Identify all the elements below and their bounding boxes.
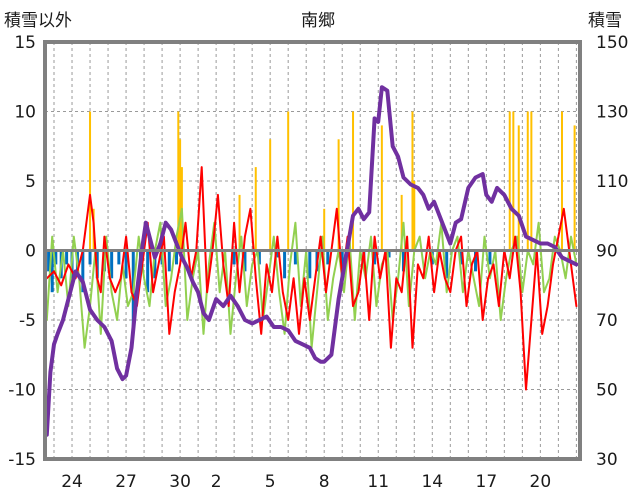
orange-bar bbox=[238, 194, 241, 251]
blue-bar bbox=[401, 250, 405, 272]
orange-bar bbox=[287, 111, 290, 251]
orange-bar bbox=[530, 111, 533, 251]
right-tick-label: 150 bbox=[596, 33, 628, 53]
blue-bar bbox=[474, 250, 478, 272]
left-tick-label: 0 bbox=[25, 242, 36, 262]
blue-bar bbox=[387, 250, 391, 258]
right-tick-label: 50 bbox=[596, 381, 618, 401]
x-tick-label: 8 bbox=[319, 472, 330, 492]
x-tick-label: 2 bbox=[211, 472, 222, 492]
left-tick-label: -15 bbox=[8, 450, 36, 470]
right-tick-label: 130 bbox=[596, 103, 628, 123]
orange-bar bbox=[560, 111, 563, 251]
right-axis-title: 積雪 bbox=[588, 11, 622, 31]
blue-bar bbox=[110, 250, 114, 279]
orange-bar bbox=[89, 111, 92, 251]
orange-bar bbox=[179, 139, 182, 251]
x-tick-label: 5 bbox=[265, 472, 276, 492]
blue-bar bbox=[275, 250, 279, 258]
x-tick-label: 30 bbox=[169, 472, 191, 492]
blue-bar bbox=[459, 250, 463, 265]
line-layer bbox=[44, 85, 579, 437]
orange-bar bbox=[411, 111, 414, 251]
blue-bar bbox=[340, 250, 344, 279]
blue-bar bbox=[153, 250, 157, 279]
blue-bar bbox=[326, 250, 330, 265]
orange-bar bbox=[573, 125, 576, 251]
orange-bar bbox=[400, 194, 403, 251]
orange-bar bbox=[323, 208, 326, 251]
snow-series-line bbox=[44, 85, 579, 437]
left-tick-label: -10 bbox=[8, 381, 36, 401]
left-tick-label: 15 bbox=[14, 33, 36, 53]
blue-bar bbox=[47, 250, 51, 272]
left-tick-label: 10 bbox=[14, 103, 36, 123]
orange-bar bbox=[413, 181, 416, 251]
x-tick-label: 11 bbox=[367, 472, 389, 492]
orange-bar bbox=[352, 111, 355, 251]
right-tick-label: 30 bbox=[596, 450, 618, 470]
bar-layer bbox=[47, 111, 576, 327]
blue-bar bbox=[50, 250, 54, 293]
blue-bar bbox=[445, 250, 449, 279]
x-tick-label: 20 bbox=[530, 472, 552, 492]
blue-bar bbox=[124, 250, 128, 279]
left-tick-label: 5 bbox=[25, 172, 36, 192]
blue-bar bbox=[373, 250, 377, 265]
orange-bar bbox=[337, 139, 340, 251]
x-tick-label: 17 bbox=[476, 472, 498, 492]
blue-bar bbox=[283, 250, 287, 279]
blue-bar bbox=[308, 250, 312, 279]
left-tick-label: -5 bbox=[19, 311, 36, 331]
blue-bar bbox=[488, 250, 492, 265]
orange-bar bbox=[526, 111, 529, 251]
blue-bar bbox=[232, 250, 236, 265]
frame-layer bbox=[43, 40, 582, 461]
blue-bar bbox=[65, 250, 69, 265]
x-tick-label: 27 bbox=[115, 472, 137, 492]
blue-bar bbox=[81, 250, 85, 293]
orange-bar bbox=[512, 111, 515, 251]
right-tick-label: 70 bbox=[596, 311, 618, 331]
orange-bar bbox=[177, 111, 180, 251]
orange-bar bbox=[254, 167, 257, 251]
blue-bar bbox=[243, 250, 247, 272]
plot-frame bbox=[43, 40, 582, 461]
x-tick-label: 24 bbox=[61, 472, 83, 492]
orange-bar bbox=[508, 111, 511, 251]
x-tick-label: 14 bbox=[421, 472, 443, 492]
blue-bar bbox=[88, 250, 92, 265]
orange-bar bbox=[517, 125, 520, 251]
orange-bar bbox=[380, 125, 383, 251]
chart-title: 南郷 bbox=[301, 11, 335, 31]
orange-bar bbox=[269, 139, 272, 251]
blue-bar bbox=[117, 250, 121, 265]
blue-bar bbox=[257, 250, 261, 265]
right-tick-label: 110 bbox=[596, 172, 628, 192]
blue-bar bbox=[167, 250, 171, 272]
left-axis-title: 積雪以外 bbox=[4, 11, 72, 31]
blue-bar bbox=[174, 250, 178, 265]
blue-bar bbox=[146, 250, 150, 293]
right-tick-label: 90 bbox=[596, 242, 618, 262]
blue-bar bbox=[293, 250, 297, 265]
blue-bar bbox=[54, 250, 58, 265]
